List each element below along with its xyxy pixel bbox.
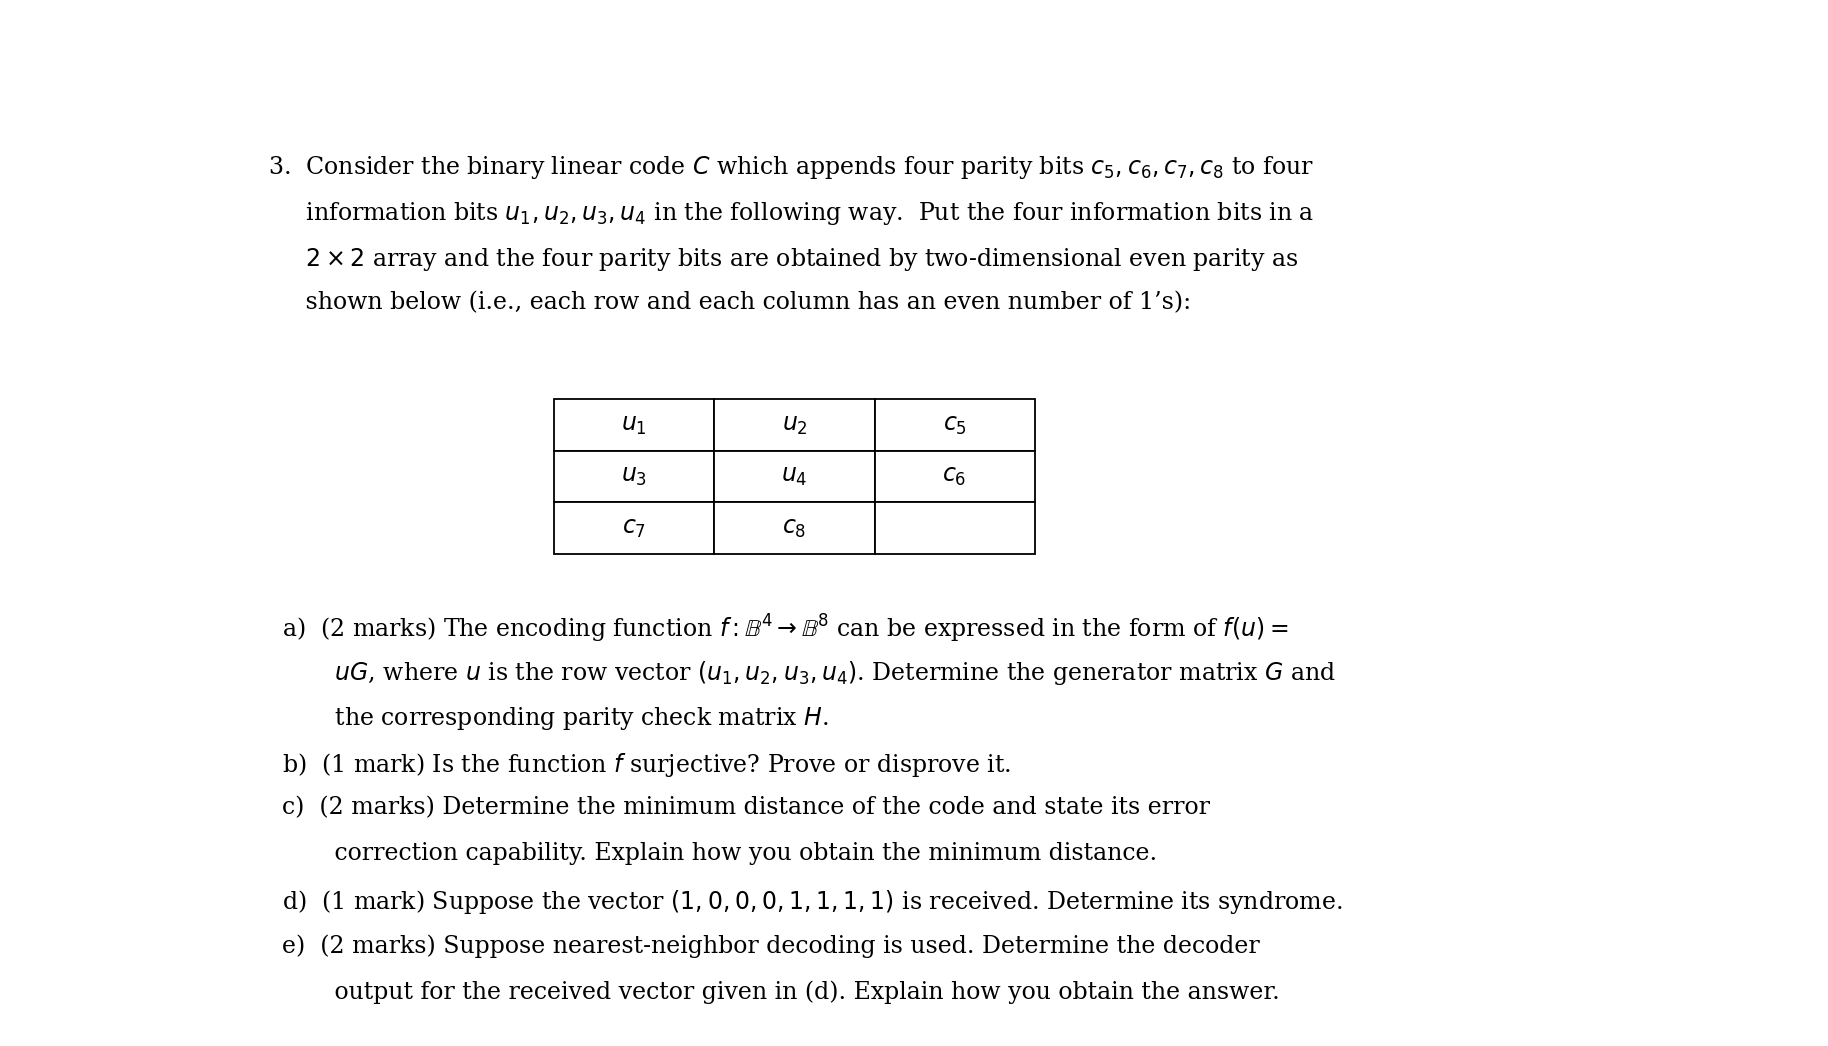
Bar xyxy=(874,451,1035,502)
Bar xyxy=(715,451,874,502)
Text: d)  (1 mark) Suppose the vector $(1, 0, 0, 0, 1, 1, 1, 1)$ is received. Determin: d) (1 mark) Suppose the vector $(1, 0, 0… xyxy=(282,888,1344,916)
Text: $c_6$: $c_6$ xyxy=(943,465,967,488)
Bar xyxy=(874,400,1035,451)
Bar xyxy=(715,502,874,554)
Text: b)  (1 mark) Is the function $f$ surjective? Prove or disprove it.: b) (1 mark) Is the function $f$ surjecti… xyxy=(282,751,1011,778)
Text: $u_1$: $u_1$ xyxy=(622,413,647,436)
Text: e)  (2 marks) Suppose nearest-neighbor decoding is used. Determine the decoder: e) (2 marks) Suppose nearest-neighbor de… xyxy=(282,934,1259,958)
Text: $2 \times 2$ array and the four parity bits are obtained by two-dimensional even: $2 \times 2$ array and the four parity b… xyxy=(269,246,1298,273)
Text: 3.  Consider the binary linear code $C$ which appends four parity bits $c_5, c_6: 3. Consider the binary linear code $C$ w… xyxy=(269,154,1314,181)
Text: information bits $u_1, u_2, u_3, u_4$ in the following way.  Put the four inform: information bits $u_1, u_2, u_3, u_4$ in… xyxy=(269,200,1314,227)
Text: the corresponding parity check matrix $H$.: the corresponding parity check matrix $H… xyxy=(282,705,830,731)
Bar xyxy=(554,451,715,502)
Text: $u_2$: $u_2$ xyxy=(782,413,808,436)
Text: $uG$, where $u$ is the row vector $(u_1, u_2, u_3, u_4)$. Determine the generato: $uG$, where $u$ is the row vector $(u_1,… xyxy=(282,659,1336,687)
Bar xyxy=(874,502,1035,554)
Bar xyxy=(715,400,874,451)
Text: a)  (2 marks) The encoding function $f: \mathbb{B}^4 \rightarrow \mathbb{B}^8$ c: a) (2 marks) The encoding function $f: \… xyxy=(282,613,1289,645)
Bar xyxy=(554,502,715,554)
Text: $c_7$: $c_7$ xyxy=(622,517,647,540)
Text: correction capability. Explain how you obtain the minimum distance.: correction capability. Explain how you o… xyxy=(282,842,1157,865)
Text: c)  (2 marks) Determine the minimum distance of the code and state its error: c) (2 marks) Determine the minimum dista… xyxy=(282,796,1210,819)
Text: shown below (i.e., each row and each column has an even number of 1’s):: shown below (i.e., each row and each col… xyxy=(269,292,1192,315)
Text: $c_5$: $c_5$ xyxy=(943,413,967,436)
Text: $u_4$: $u_4$ xyxy=(781,465,808,488)
Text: $u_3$: $u_3$ xyxy=(622,465,647,488)
Bar xyxy=(554,400,715,451)
Text: output for the received vector given in (d). Explain how you obtain the answer.: output for the received vector given in … xyxy=(282,980,1280,1003)
Text: $c_8$: $c_8$ xyxy=(782,517,806,540)
